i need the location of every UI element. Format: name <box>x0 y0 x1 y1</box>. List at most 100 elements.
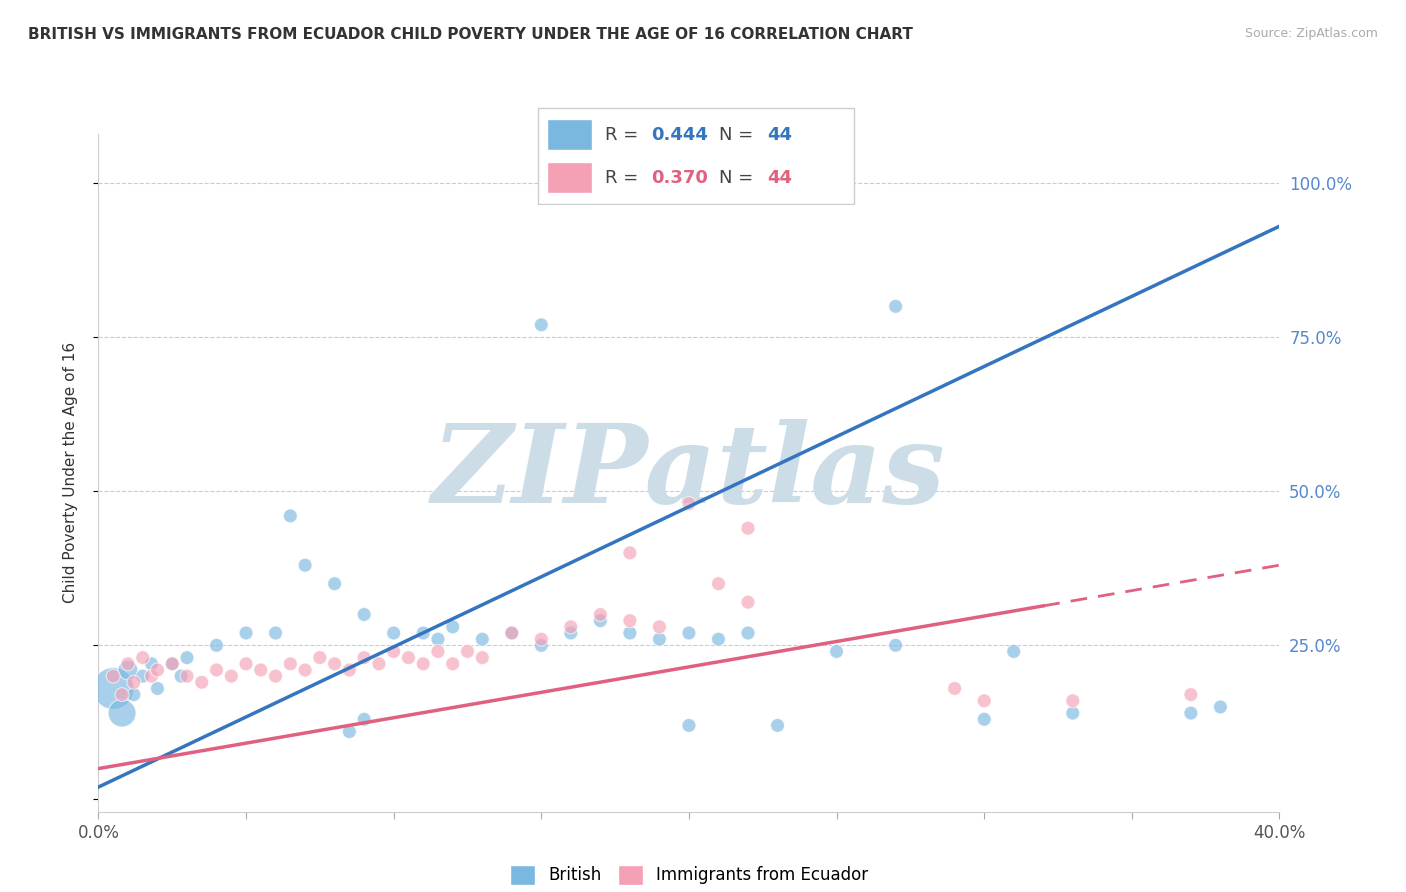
Point <box>427 644 450 658</box>
Point <box>382 644 405 658</box>
Text: BRITISH VS IMMIGRANTS FROM ECUADOR CHILD POVERTY UNDER THE AGE OF 16 CORRELATION: BRITISH VS IMMIGRANTS FROM ECUADOR CHILD… <box>28 27 912 42</box>
Point <box>117 657 139 671</box>
Point <box>560 620 582 634</box>
Text: R =: R = <box>606 126 644 144</box>
Point <box>707 632 730 647</box>
Point <box>678 497 700 511</box>
Point <box>294 663 316 677</box>
Point <box>323 657 346 671</box>
Point <box>737 521 759 535</box>
Point <box>441 657 464 671</box>
Point <box>309 650 332 665</box>
Point <box>294 558 316 573</box>
Point <box>619 626 641 640</box>
Point <box>471 650 494 665</box>
Text: R =: R = <box>606 169 644 186</box>
Point <box>122 675 145 690</box>
Point <box>141 657 163 671</box>
Point <box>219 669 242 683</box>
Point <box>339 663 360 677</box>
Bar <box>547 119 592 150</box>
Text: 44: 44 <box>768 169 792 186</box>
Point <box>205 638 228 652</box>
Point <box>353 712 375 726</box>
Point <box>396 650 419 665</box>
Point <box>323 576 346 591</box>
Point <box>427 632 450 647</box>
Point <box>1062 694 1084 708</box>
Point <box>103 669 125 683</box>
Point <box>737 595 759 609</box>
Point <box>1209 700 1232 714</box>
Point <box>1062 706 1084 720</box>
Point <box>530 318 553 332</box>
Point <box>382 626 405 640</box>
Point <box>264 626 287 640</box>
Point <box>412 626 434 640</box>
Point <box>678 718 700 732</box>
Point <box>884 299 907 313</box>
Point <box>973 712 995 726</box>
Point <box>191 675 214 690</box>
Text: ZIPatlas: ZIPatlas <box>432 419 946 526</box>
Point <box>132 669 155 683</box>
Point <box>441 620 464 634</box>
Point <box>678 626 700 640</box>
Point <box>707 576 730 591</box>
Point <box>501 626 523 640</box>
Bar <box>547 162 592 194</box>
Point <box>973 694 995 708</box>
Text: Source: ZipAtlas.com: Source: ZipAtlas.com <box>1244 27 1378 40</box>
Point <box>235 657 257 671</box>
Point <box>501 626 523 640</box>
Point <box>456 644 478 658</box>
Point <box>162 657 183 671</box>
Point <box>111 706 134 720</box>
Point <box>825 644 848 658</box>
Text: 44: 44 <box>768 126 792 144</box>
Point <box>141 669 163 683</box>
Point <box>117 663 139 677</box>
Point <box>132 650 155 665</box>
Point <box>103 681 125 696</box>
Point <box>368 657 391 671</box>
Point <box>339 724 360 739</box>
FancyBboxPatch shape <box>537 108 855 204</box>
Point <box>530 638 553 652</box>
Point <box>412 657 434 671</box>
Point <box>250 663 273 677</box>
Point <box>1180 688 1202 702</box>
Point <box>589 607 612 622</box>
Point <box>278 657 302 671</box>
Point <box>648 632 671 647</box>
Point <box>353 607 375 622</box>
Point <box>278 508 302 523</box>
Text: 0.444: 0.444 <box>651 126 707 144</box>
Point <box>648 620 671 634</box>
Point <box>264 669 287 683</box>
Point <box>122 688 145 702</box>
Point <box>176 650 198 665</box>
Point <box>353 650 375 665</box>
Y-axis label: Child Poverty Under the Age of 16: Child Poverty Under the Age of 16 <box>63 343 77 603</box>
Point <box>170 669 193 683</box>
Text: 0.370: 0.370 <box>651 169 707 186</box>
Text: N =: N = <box>718 126 759 144</box>
Point <box>205 663 228 677</box>
Point <box>560 626 582 640</box>
Point <box>766 718 789 732</box>
Point <box>235 626 257 640</box>
Point <box>884 638 907 652</box>
Point <box>530 632 553 647</box>
Point <box>1180 706 1202 720</box>
Point <box>737 626 759 640</box>
Point <box>943 681 966 696</box>
Point <box>176 669 198 683</box>
Point <box>589 614 612 628</box>
Point <box>111 688 134 702</box>
Point <box>162 657 183 671</box>
Legend: British, Immigrants from Ecuador: British, Immigrants from Ecuador <box>503 858 875 891</box>
Point <box>619 614 641 628</box>
Text: N =: N = <box>718 169 759 186</box>
Point <box>146 663 169 677</box>
